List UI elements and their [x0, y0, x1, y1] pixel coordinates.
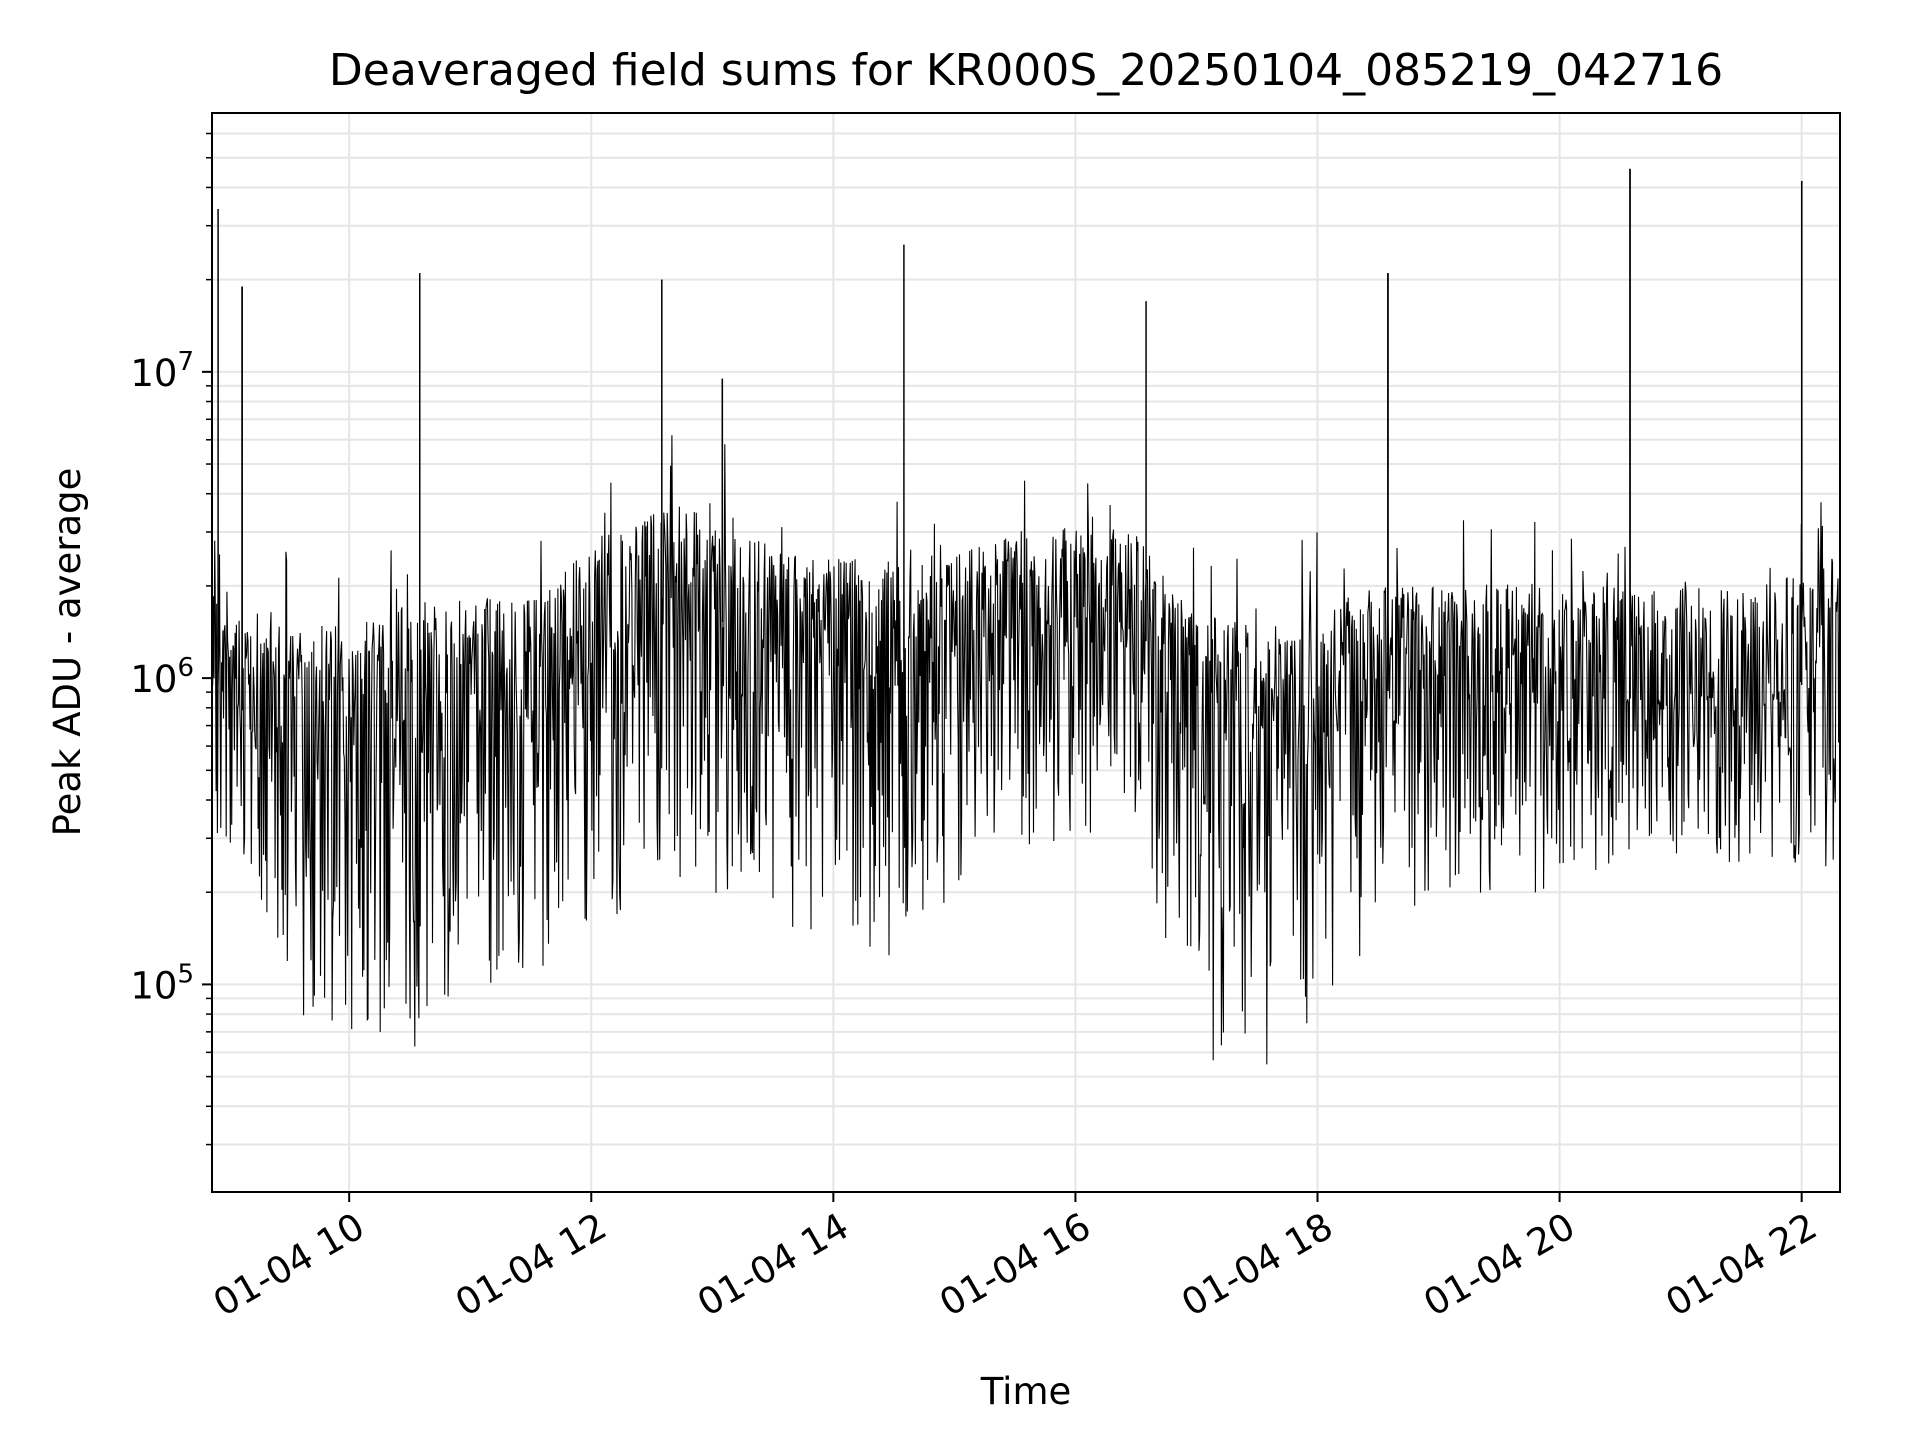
y-tick-label: 107 [130, 347, 194, 395]
x-axis-label: Time [980, 1370, 1072, 1413]
plot-area [212, 168, 1840, 1065]
y-tick-label: 105 [130, 959, 194, 1007]
chart-title: Deaveraged field sums for KR000S_2025010… [329, 45, 1723, 96]
y-axis-label: Peak ADU - average [46, 468, 89, 837]
plot-frame [211, 112, 1841, 1193]
series-line [212, 168, 1840, 1065]
y-tick-label: 106 [130, 653, 194, 701]
